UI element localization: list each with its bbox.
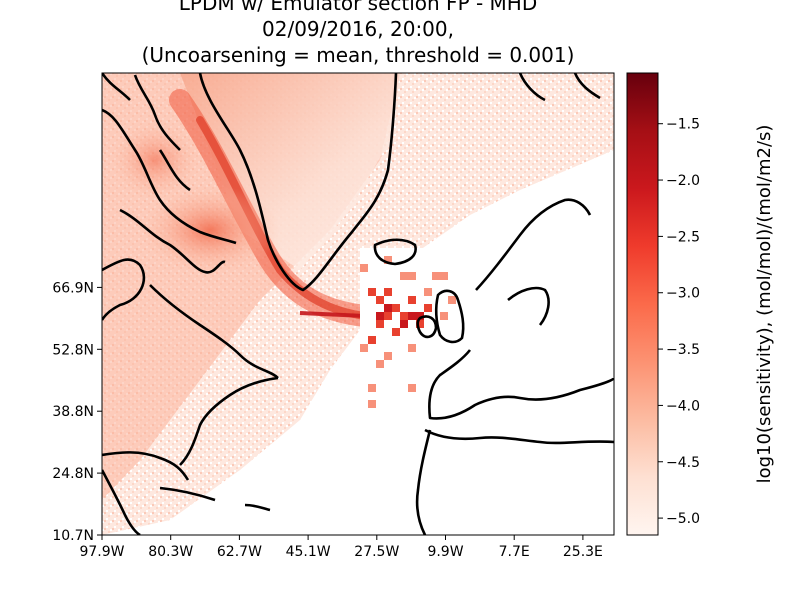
coastline-gulf (102, 451, 190, 481)
map-frame (101, 72, 615, 536)
title-line-3: (Uncoarsening = mean, threshold = 0.001) (142, 43, 575, 67)
coastline-britain (434, 289, 465, 344)
coastline-europe (428, 349, 614, 420)
coastline-ireland (416, 315, 438, 339)
coastline-caribbean (159, 486, 271, 512)
coastline-arctic-islands (102, 73, 191, 192)
sensitivity-field (102, 73, 614, 535)
y-tick-label: 10.7N (52, 528, 94, 544)
x-tick-label: 45.1W (286, 544, 331, 560)
colorbar: −1.5 −2.0 −2.5 −3.0 −3.5 −4.0 −4.5 −5.0 log10(s… (626, 72, 775, 536)
title-line-2: 02/09/2016, 20:00, (262, 17, 454, 41)
x-tick-label: 27.5W (354, 544, 399, 560)
emulator-section (360, 248, 481, 408)
coastline-scandinavia (475, 198, 592, 326)
colorbar-tick-label: −4.5 (666, 455, 700, 471)
chart-title: LPDM w/ Emulator section FP - MHD 02/09/… (142, 0, 575, 67)
coastline-iceland (373, 238, 417, 266)
x-tick-label: 7.7E (499, 544, 530, 560)
coastline-us-east (179, 376, 279, 466)
title-line-1: LPDM w/ Emulator section FP - MHD (179, 0, 538, 15)
coastline-hudson (102, 258, 146, 321)
colorbar-ticks: −1.5 −2.0 −2.5 −3.0 −3.5 −4.0 −4.5 −5.0 (658, 117, 700, 527)
y-tick-label: 66.9N (52, 280, 94, 296)
colorbar-tick-label: −2.0 (666, 173, 700, 189)
y-axis: 10.7N 24.8N 38.8N 52.8N 66.9N (52, 280, 102, 544)
colorbar-label: log10(sensitivity), (mol/mol)/(mol/m2/s) (754, 125, 775, 484)
x-axis: 97.9W 80.3W 62.7W 45.1W 27.5W 9.9W 7.7E 25.3E (79, 535, 603, 560)
coastline-far-north (518, 73, 601, 102)
colorbar-tick-label: −3.0 (666, 286, 700, 302)
coastline-west-africa (415, 429, 432, 535)
x-tick-label: 80.3W (148, 544, 193, 560)
coastlines (102, 73, 614, 535)
coastline-greenland (198, 73, 398, 292)
coastline-north-africa (424, 428, 614, 445)
colorbar-tick-label: −4.0 (666, 398, 700, 414)
colorbar-tick-label: −3.5 (666, 342, 700, 358)
y-tick-label: 52.8N (52, 342, 94, 358)
x-tick-label: 62.7W (217, 544, 262, 560)
coastline-labrador (149, 284, 279, 379)
colorbar-gradient (626, 72, 659, 536)
coastline-central-america (102, 469, 141, 535)
x-tick-label: 9.9W (427, 544, 463, 560)
colorbar-tick-label: −1.5 (666, 117, 700, 133)
colorbar-tick-label: −5.0 (666, 511, 700, 527)
y-tick-label: 38.8N (52, 404, 94, 420)
colorbar-tick-label: −2.5 (666, 229, 700, 245)
y-tick-label: 24.8N (52, 466, 94, 482)
coastline-baffin (102, 108, 237, 274)
map-area[interactable] (102, 73, 614, 535)
x-tick-label: 97.9W (79, 544, 124, 560)
x-tick-label: 25.3E (563, 544, 603, 560)
